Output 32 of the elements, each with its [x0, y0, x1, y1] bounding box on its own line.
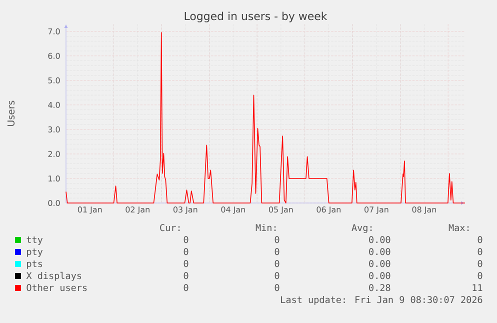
- text: 0.28: [369, 284, 390, 292]
- text: Avg:: [352, 224, 372, 233]
- text: 0: [274, 248, 280, 256]
- text: 0: [274, 236, 280, 244]
- legend-label: tty: [26, 236, 43, 245]
- text: 0.00: [369, 260, 390, 268]
- text: 0: [478, 248, 482, 256]
- text: 11: [472, 284, 482, 291]
- legend-label: X displays: [26, 272, 82, 281]
- legend-label: pty: [27, 248, 43, 257]
- y-axis-title: Users: [7, 100, 15, 126]
- text: 0: [478, 260, 482, 268]
- text: 0: [274, 260, 280, 268]
- chart-title: Logged in users - by week: [184, 12, 328, 22]
- legend-label: pts: [27, 260, 42, 269]
- text: Last update: Fri Jan 9 08:30:07 2026: [281, 296, 482, 305]
- text: Min:: [256, 224, 276, 231]
- text: 0.00: [369, 236, 390, 244]
- text: 0: [274, 284, 280, 292]
- text: 0: [478, 272, 482, 280]
- text: 0.00: [369, 248, 390, 256]
- text: 0: [184, 248, 188, 256]
- text: Cur:: [160, 224, 180, 232]
- text: Max:: [448, 224, 469, 232]
- text: 0: [274, 272, 280, 280]
- text: 0: [478, 236, 482, 244]
- text: 0: [184, 272, 188, 280]
- text: 0: [184, 236, 188, 244]
- legend-label: Other users: [26, 284, 87, 292]
- text: 0.00: [369, 272, 390, 280]
- text: 0: [184, 284, 188, 292]
- text: 0: [184, 260, 188, 268]
